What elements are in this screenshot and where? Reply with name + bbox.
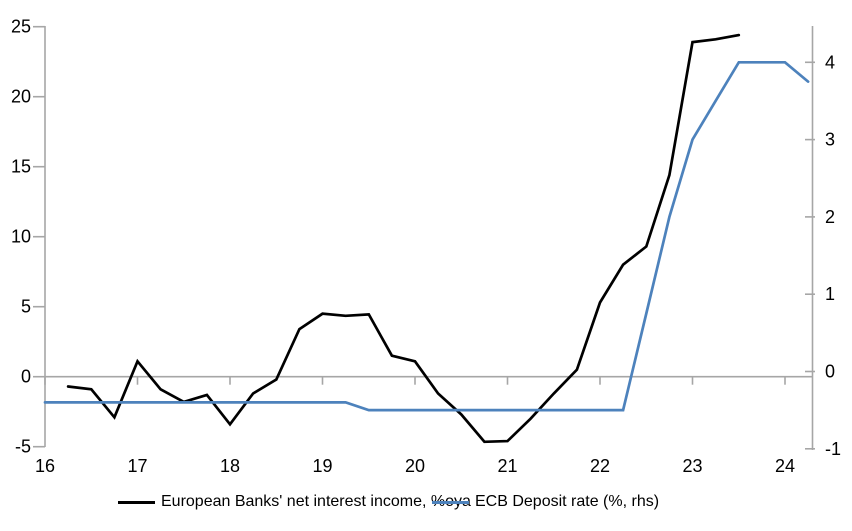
series-line-net-interest-income — [66, 33, 741, 444]
x-axis-tick-label: 21 — [497, 456, 517, 476]
left-axis-tick-label: 25 — [11, 17, 31, 37]
right-axis-tick-label: 4 — [825, 52, 835, 72]
left-axis-tick-label: 10 — [11, 227, 31, 247]
legend-line-swatch-black — [118, 500, 155, 504]
x-axis-tick-label: 22 — [590, 456, 610, 476]
legend-label-net-interest-income: European Banks' net interest income, %oy… — [161, 493, 471, 510]
chart-legend: European Banks' net interest income, %oy… — [0, 491, 852, 515]
x-axis-tick-label: 24 — [775, 456, 795, 476]
x-axis-tick-label: 23 — [682, 456, 702, 476]
right-axis-tick-label: 2 — [825, 207, 835, 227]
left-axis-tick-label: 20 — [11, 87, 31, 107]
left-axis-tick-label: 0 — [21, 367, 31, 387]
x-axis-tick-label: 18 — [220, 456, 240, 476]
left-axis-tick-label: 5 — [21, 297, 31, 317]
x-axis-tick-label: 16 — [35, 456, 55, 476]
legend-item-ecb-deposit-rate: ECB Deposit rate (%, rhs) — [432, 491, 659, 513]
legend-line-swatch-blue — [432, 500, 469, 504]
right-axis-tick-label: 0 — [825, 362, 835, 382]
left-axis-tick-label: 15 — [11, 157, 31, 177]
right-axis-tick-label: 1 — [825, 284, 835, 304]
legend-item-net-interest-income: European Banks' net interest income, %oy… — [118, 491, 471, 513]
left-axis-tick-label: -5 — [15, 437, 31, 457]
x-axis-tick-label: 19 — [312, 456, 332, 476]
series-line-ecb-deposit-rate — [43, 60, 810, 412]
right-axis-tick-label: 3 — [825, 130, 835, 150]
x-axis-tick-label: 20 — [405, 456, 425, 476]
x-axis-tick-label: 17 — [127, 456, 147, 476]
legend-label-ecb-deposit-rate: ECB Deposit rate (%, rhs) — [475, 493, 660, 510]
right-axis-tick-label: -1 — [825, 439, 841, 459]
